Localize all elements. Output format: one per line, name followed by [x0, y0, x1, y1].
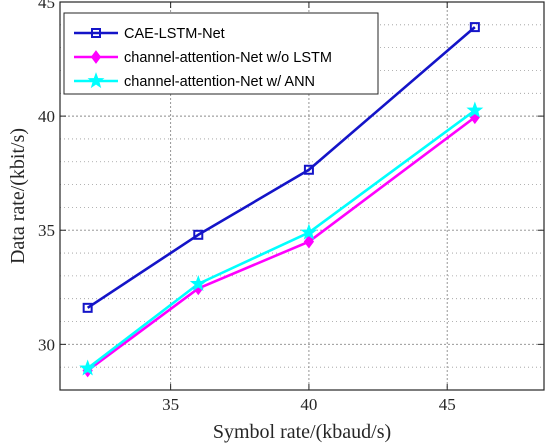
- diamond-marker: [90, 50, 102, 64]
- y-axis-title: Data rate/(kbit/s): [7, 128, 29, 264]
- series-line-3: [86, 109, 476, 370]
- series-line-1: [86, 26, 476, 309]
- y-tick-label: 45: [38, 0, 55, 12]
- x-tick-label: 35: [162, 395, 179, 414]
- square-marker: [193, 229, 204, 240]
- star-marker: [189, 274, 207, 292]
- series-line-2: [86, 116, 476, 372]
- star-marker: [87, 72, 105, 89]
- series-lines: [86, 26, 476, 372]
- x-tick-label: 40: [300, 395, 317, 414]
- tick-labels: 30 35 40 45 35 40 45: [38, 0, 456, 414]
- square-marker: [82, 302, 93, 313]
- y-tick-label: 40: [38, 107, 55, 126]
- legend-label: CAE-LSTM-Net: [124, 26, 225, 42]
- series-markers: [79, 22, 484, 378]
- legend-label: channel-attention-Net w/ ANN: [124, 74, 315, 90]
- y-tick-label: 35: [38, 221, 55, 240]
- star-marker: [79, 359, 97, 376]
- square-marker: [469, 22, 480, 33]
- star-marker: [300, 223, 318, 240]
- star-marker: [466, 101, 484, 118]
- plot-frame: [59, 1, 545, 391]
- legend-label: channel-attention-Net w/o LSTM: [124, 50, 332, 66]
- y-tick-label: 30: [38, 335, 55, 354]
- x-axis-title: Symbol rate/(kbaud/s): [213, 421, 391, 443]
- x-tick-label: 45: [439, 395, 456, 414]
- legend: CAE-LSTM-Net channel-attention-Net w/o LS…: [63, 12, 379, 95]
- diamond-marker: [303, 234, 315, 249]
- square-marker: [91, 28, 101, 38]
- square-marker: [303, 164, 314, 175]
